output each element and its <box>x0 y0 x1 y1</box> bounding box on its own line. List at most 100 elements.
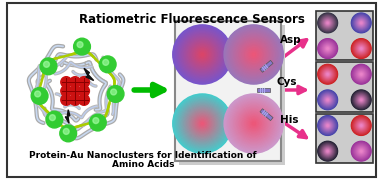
Circle shape <box>238 108 269 139</box>
Circle shape <box>352 39 370 58</box>
Circle shape <box>182 103 223 144</box>
Circle shape <box>248 118 259 129</box>
Circle shape <box>319 91 336 108</box>
Circle shape <box>188 40 217 69</box>
Circle shape <box>177 98 228 149</box>
Circle shape <box>321 119 335 132</box>
Circle shape <box>359 72 364 77</box>
Circle shape <box>319 117 336 134</box>
Circle shape <box>357 70 366 79</box>
Circle shape <box>359 123 364 128</box>
Circle shape <box>324 71 331 78</box>
Circle shape <box>179 31 226 78</box>
Circle shape <box>40 58 57 75</box>
Circle shape <box>360 22 362 24</box>
Circle shape <box>320 93 335 107</box>
Circle shape <box>354 119 368 132</box>
Circle shape <box>319 65 336 83</box>
Circle shape <box>319 117 336 134</box>
Circle shape <box>244 45 263 64</box>
Circle shape <box>174 95 231 152</box>
Circle shape <box>322 146 333 157</box>
Circle shape <box>325 97 331 103</box>
Circle shape <box>322 17 333 28</box>
Circle shape <box>326 123 330 127</box>
Circle shape <box>353 92 369 108</box>
Circle shape <box>325 123 330 128</box>
Circle shape <box>185 37 219 71</box>
Circle shape <box>359 47 363 51</box>
Circle shape <box>79 86 90 96</box>
Circle shape <box>183 35 222 75</box>
Circle shape <box>230 31 277 78</box>
Circle shape <box>357 44 366 53</box>
Circle shape <box>359 149 363 153</box>
Circle shape <box>233 34 274 75</box>
Circle shape <box>240 109 268 138</box>
Circle shape <box>225 26 282 83</box>
Circle shape <box>320 143 336 159</box>
Circle shape <box>323 146 333 156</box>
Circle shape <box>352 116 370 135</box>
Circle shape <box>181 33 224 76</box>
Circle shape <box>201 123 203 124</box>
Circle shape <box>184 105 221 142</box>
Circle shape <box>79 77 90 87</box>
Circle shape <box>224 25 283 84</box>
Circle shape <box>360 47 363 50</box>
Circle shape <box>175 96 230 151</box>
Circle shape <box>224 94 283 153</box>
Circle shape <box>176 28 229 81</box>
Circle shape <box>319 143 336 159</box>
Circle shape <box>355 119 368 132</box>
Circle shape <box>326 21 329 24</box>
Circle shape <box>353 143 369 159</box>
Circle shape <box>322 94 334 106</box>
Circle shape <box>360 99 362 101</box>
Circle shape <box>352 39 371 59</box>
Circle shape <box>197 118 208 129</box>
Circle shape <box>251 121 257 127</box>
Circle shape <box>319 14 336 32</box>
Circle shape <box>192 113 213 134</box>
Circle shape <box>177 98 228 149</box>
Circle shape <box>352 65 370 83</box>
Circle shape <box>63 129 69 134</box>
Circle shape <box>187 108 218 139</box>
Circle shape <box>357 121 366 130</box>
Circle shape <box>50 115 56 121</box>
Circle shape <box>321 93 335 107</box>
Circle shape <box>248 49 260 60</box>
Circle shape <box>352 117 370 134</box>
Circle shape <box>352 65 370 84</box>
Circle shape <box>61 86 72 96</box>
Circle shape <box>319 66 336 83</box>
Circle shape <box>361 74 362 75</box>
Circle shape <box>199 51 206 58</box>
Circle shape <box>198 119 207 128</box>
Bar <box>175 21 281 161</box>
Circle shape <box>325 21 330 25</box>
Circle shape <box>359 97 364 102</box>
Circle shape <box>237 37 271 71</box>
Circle shape <box>360 98 363 101</box>
Circle shape <box>327 73 328 75</box>
Circle shape <box>175 27 230 82</box>
Circle shape <box>318 13 338 33</box>
Circle shape <box>322 94 333 105</box>
Circle shape <box>186 38 218 71</box>
Circle shape <box>322 43 334 55</box>
Circle shape <box>352 64 371 84</box>
Circle shape <box>355 68 368 81</box>
Circle shape <box>99 56 116 73</box>
Circle shape <box>324 19 331 26</box>
Bar <box>316 62 373 112</box>
Circle shape <box>237 107 270 140</box>
Circle shape <box>320 41 335 56</box>
Circle shape <box>327 48 328 50</box>
Circle shape <box>355 43 367 55</box>
Circle shape <box>358 148 364 154</box>
Circle shape <box>356 44 366 53</box>
Polygon shape <box>260 60 273 72</box>
Circle shape <box>325 46 331 51</box>
